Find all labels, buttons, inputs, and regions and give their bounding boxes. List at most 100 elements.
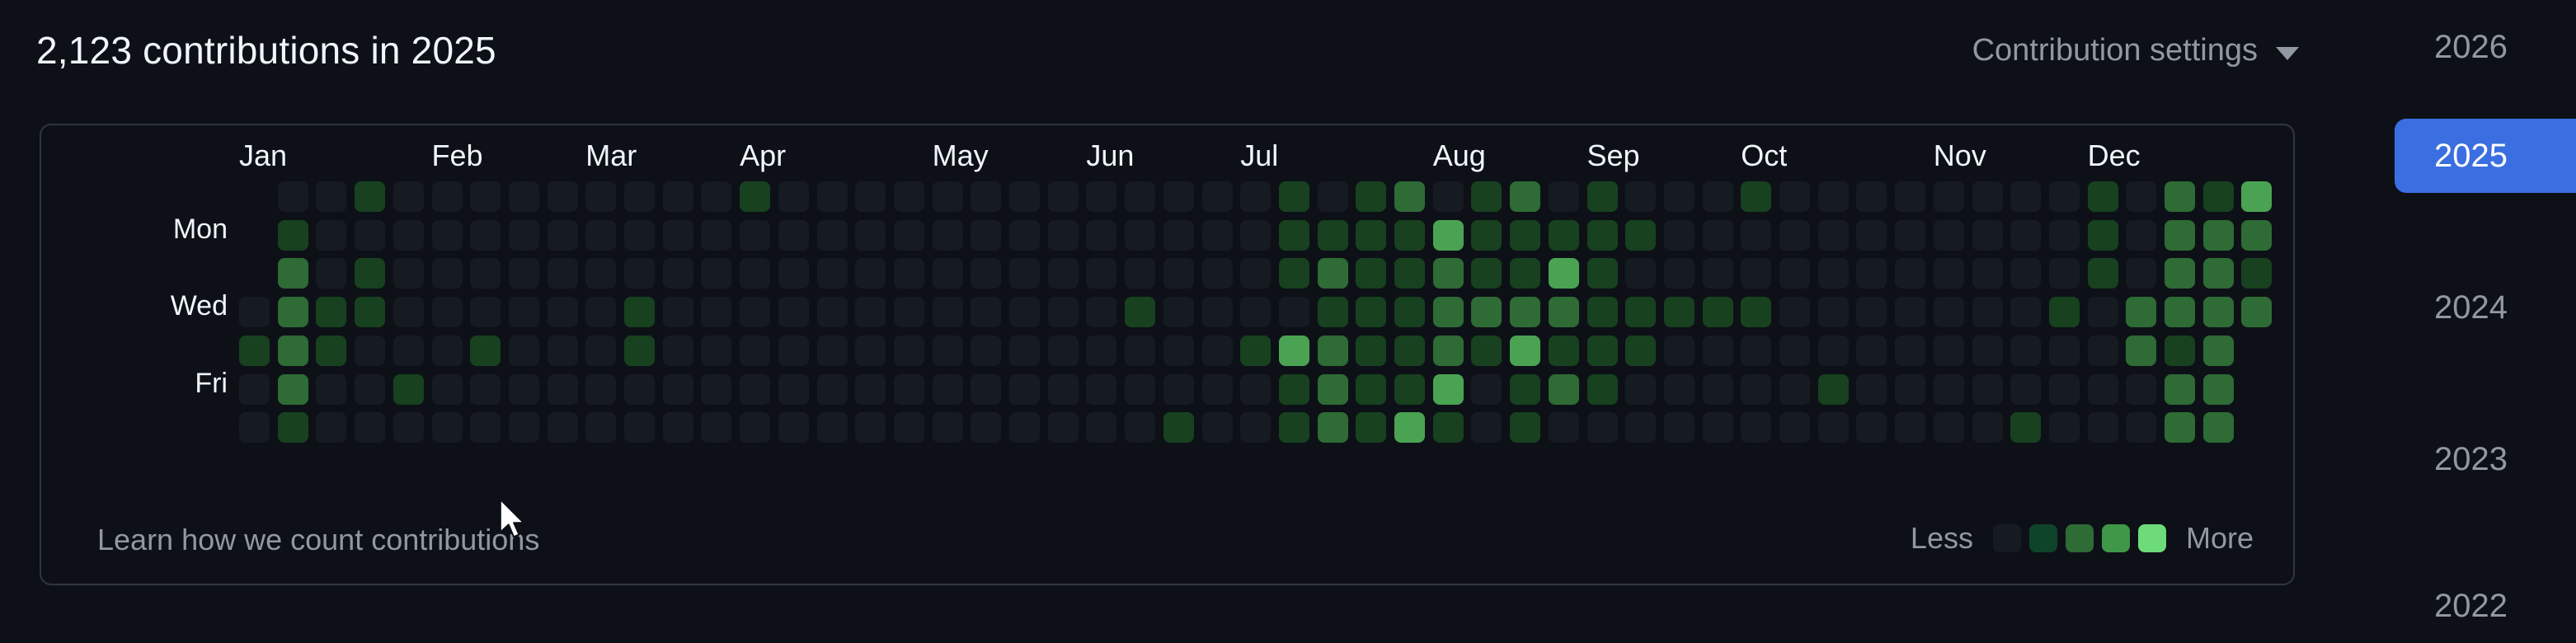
contribution-cell[interactable] (662, 335, 693, 366)
contribution-cell[interactable] (1432, 297, 1464, 328)
contribution-cell[interactable] (431, 335, 463, 366)
contribution-cell[interactable] (1240, 412, 1272, 444)
contribution-cell[interactable] (1933, 335, 1964, 366)
contribution-cell[interactable] (1240, 258, 1272, 289)
contribution-cell[interactable] (701, 412, 732, 444)
contribution-cell[interactable] (2202, 335, 2234, 366)
contribution-cell[interactable] (1510, 297, 1541, 328)
contribution-cell[interactable] (1317, 258, 1348, 289)
contribution-cell[interactable] (971, 219, 1002, 251)
contribution-cell[interactable] (1317, 219, 1348, 251)
contribution-cell[interactable] (1278, 297, 1309, 328)
contribution-cell[interactable] (624, 297, 655, 328)
contribution-cell[interactable] (1741, 258, 1772, 289)
contribution-cell[interactable] (701, 373, 732, 405)
contribution-cell[interactable] (932, 181, 963, 212)
contribution-cell[interactable] (2165, 335, 2195, 366)
contribution-cell[interactable] (932, 412, 963, 444)
contribution-cell[interactable] (1432, 373, 1464, 405)
contribution-cell[interactable] (1702, 219, 1733, 251)
contribution-cell[interactable] (971, 335, 1002, 366)
contribution-cell[interactable] (1779, 412, 1810, 444)
contribution-cell[interactable] (1548, 219, 1579, 251)
contribution-cell[interactable] (431, 297, 463, 328)
contribution-cell[interactable] (1086, 219, 1117, 251)
contribution-cell[interactable] (971, 373, 1002, 405)
contribution-cell[interactable] (624, 335, 655, 366)
contribution-cell[interactable] (1471, 297, 1502, 328)
contribution-cell[interactable] (316, 219, 347, 251)
contribution-cell[interactable] (2126, 335, 2157, 366)
contribution-cell[interactable] (1702, 181, 1733, 212)
contribution-cell[interactable] (1972, 297, 2003, 328)
contribution-cell[interactable] (1278, 335, 1309, 366)
contribution-cell[interactable] (1471, 412, 1502, 444)
contribution-cell[interactable] (855, 258, 886, 289)
contribution-cell[interactable] (740, 219, 771, 251)
contribution-cell[interactable] (778, 219, 809, 251)
contribution-cell[interactable] (2126, 219, 2157, 251)
contribution-cell[interactable] (1009, 412, 1040, 444)
contribution-cell[interactable] (1317, 181, 1348, 212)
contribution-cell[interactable] (2048, 335, 2080, 366)
contribution-cell[interactable] (2165, 373, 2195, 405)
contribution-cell[interactable] (431, 373, 463, 405)
contribution-cell[interactable] (1625, 412, 1657, 444)
contribution-cell[interactable] (1009, 297, 1040, 328)
contribution-cell[interactable] (470, 181, 501, 212)
contribution-cell[interactable] (393, 335, 424, 366)
contribution-cell[interactable] (2048, 412, 2080, 444)
contribution-cell[interactable] (239, 297, 270, 328)
contribution-cell[interactable] (1895, 181, 1926, 212)
contribution-cell[interactable] (1432, 181, 1464, 212)
contribution-cell[interactable] (816, 373, 848, 405)
contribution-cell[interactable] (1817, 373, 1849, 405)
contribution-cell[interactable] (1972, 219, 2003, 251)
contribution-cell[interactable] (1856, 219, 1887, 251)
contribution-cell[interactable] (1086, 181, 1117, 212)
contribution-cell[interactable] (2010, 258, 2042, 289)
contribution-cell[interactable] (971, 258, 1002, 289)
contribution-cell[interactable] (1972, 258, 2003, 289)
contribution-cell[interactable] (547, 412, 578, 444)
contribution-cell[interactable] (316, 335, 347, 366)
contribution-cell[interactable] (1201, 219, 1233, 251)
contribution-cell[interactable] (1856, 373, 1887, 405)
contribution-cell[interactable] (1779, 258, 1810, 289)
contribution-cell[interactable] (1009, 335, 1040, 366)
contribution-cell[interactable] (778, 412, 809, 444)
contribution-cell[interactable] (1356, 181, 1387, 212)
contribution-cell[interactable] (1163, 335, 1194, 366)
contribution-cell[interactable] (1972, 412, 2003, 444)
contribution-cell[interactable] (1047, 258, 1079, 289)
contribution-cell[interactable] (355, 373, 386, 405)
contribution-cell[interactable] (1201, 181, 1233, 212)
contribution-cell[interactable] (277, 219, 308, 251)
contribution-cell[interactable] (1548, 412, 1579, 444)
contribution-cell[interactable] (393, 219, 424, 251)
contribution-cell[interactable] (2048, 297, 2080, 328)
contribution-cell[interactable] (1741, 181, 1772, 212)
contribution-cell[interactable] (1394, 412, 1425, 444)
contribution-cell[interactable] (778, 297, 809, 328)
contribution-cell[interactable] (1163, 219, 1194, 251)
contribution-cell[interactable] (1201, 412, 1233, 444)
contribution-cell[interactable] (624, 219, 655, 251)
contribution-cell[interactable] (2165, 181, 2195, 212)
contribution-cell[interactable] (1394, 335, 1425, 366)
year-option-2025[interactable]: 2025 (2395, 119, 2576, 193)
contribution-cell[interactable] (1702, 297, 1733, 328)
contribution-cell[interactable] (1240, 335, 1272, 366)
contribution-cell[interactable] (393, 373, 424, 405)
contribution-cell[interactable] (1240, 297, 1272, 328)
contribution-cell[interactable] (1047, 297, 1079, 328)
contribution-cell[interactable] (431, 412, 463, 444)
contribution-cell[interactable] (2010, 373, 2042, 405)
contribution-cell[interactable] (932, 219, 963, 251)
contribution-cell[interactable] (624, 258, 655, 289)
contribution-cell[interactable] (1779, 335, 1810, 366)
contribution-cell[interactable] (2241, 258, 2273, 289)
contribution-cell[interactable] (508, 335, 539, 366)
contribution-cell[interactable] (316, 181, 347, 212)
contribution-cell[interactable] (2165, 258, 2195, 289)
